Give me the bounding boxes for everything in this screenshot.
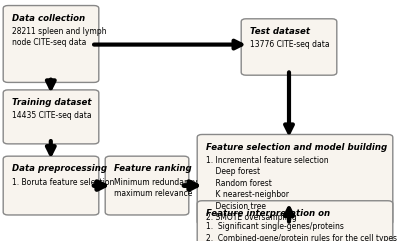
Text: Minimum redundancy
maximum relevance: Minimum redundancy maximum relevance (114, 178, 198, 198)
FancyBboxPatch shape (197, 134, 393, 225)
FancyBboxPatch shape (241, 19, 337, 75)
FancyBboxPatch shape (3, 156, 99, 215)
FancyBboxPatch shape (3, 6, 99, 82)
FancyBboxPatch shape (197, 201, 393, 241)
Text: 14435 CITE-seq data: 14435 CITE-seq data (12, 111, 92, 120)
Text: 1. Boruta feature selection: 1. Boruta feature selection (12, 178, 114, 187)
Text: 13776 CITE-seq data: 13776 CITE-seq data (250, 40, 330, 49)
FancyBboxPatch shape (105, 156, 189, 215)
Text: Feature selection and model building: Feature selection and model building (206, 143, 387, 152)
FancyBboxPatch shape (3, 90, 99, 144)
Text: Data preprocessing: Data preprocessing (12, 164, 107, 173)
Text: Feature interpretation on: Feature interpretation on (206, 209, 330, 218)
Text: 1.  Significant single-genes/proteins
2.  Combined-gene/protein rules for the ce: 1. Significant single-genes/proteins 2. … (206, 222, 397, 241)
Text: Feature ranking: Feature ranking (114, 164, 192, 173)
Text: 1. Incremental feature selection
    Deep forest
    Random forest
    K nearest: 1. Incremental feature selection Deep fo… (206, 156, 329, 222)
Text: Data collection: Data collection (12, 14, 85, 23)
Text: Training dataset: Training dataset (12, 98, 92, 107)
Text: 28211 spleen and lymph
node CITE-seq data: 28211 spleen and lymph node CITE-seq dat… (12, 27, 106, 47)
Text: Test dataset: Test dataset (250, 27, 310, 36)
